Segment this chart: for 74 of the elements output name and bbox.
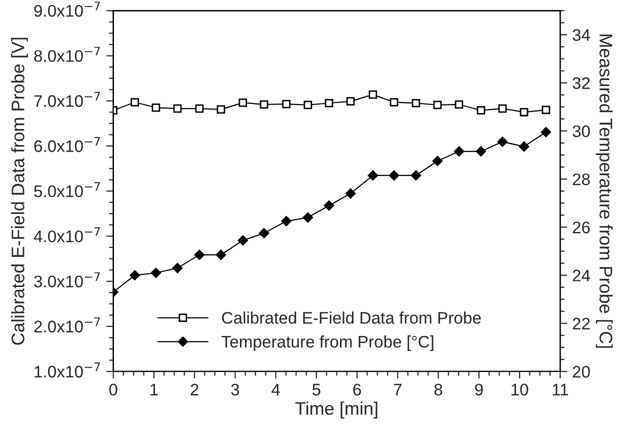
point bbox=[432, 156, 443, 166]
point bbox=[324, 200, 334, 211]
y-tick-label: 9.0x10$^{−7}$ bbox=[34, 2, 100, 17]
point bbox=[390, 98, 398, 106]
x-tick-label: 2 bbox=[190, 384, 198, 396]
y2-tick-label: 28 bbox=[572, 173, 590, 186]
y-tick-label: 6.0x10$^{−7}$ bbox=[34, 137, 100, 152]
point bbox=[173, 104, 182, 113]
point bbox=[130, 98, 139, 106]
x-tick-label: 10 bbox=[512, 384, 528, 396]
y-tick-label: 5.0x10$^{−7}$ bbox=[34, 182, 100, 198]
point bbox=[260, 100, 268, 109]
point bbox=[520, 108, 528, 116]
point bbox=[172, 262, 183, 274]
y-tick-label: 1.0x10$^{−7}$ bbox=[34, 362, 100, 378]
point bbox=[324, 98, 334, 108]
y-tick-label: 7.0x10$^{−7}$ bbox=[34, 92, 100, 107]
y-tick-label: 3.0x10$^{−7}$ bbox=[34, 272, 100, 288]
point bbox=[216, 105, 226, 114]
point bbox=[412, 98, 420, 108]
point bbox=[368, 170, 378, 181]
point bbox=[238, 98, 248, 107]
point bbox=[345, 188, 356, 199]
y2-tick-label: 22 bbox=[572, 318, 590, 330]
x-tick-label: 3 bbox=[231, 384, 240, 396]
point bbox=[346, 97, 355, 106]
x-axis-title: Time [min] bbox=[295, 402, 378, 418]
point bbox=[540, 127, 552, 138]
point bbox=[238, 235, 248, 246]
y2-tick-label: 24 bbox=[572, 270, 590, 282]
point bbox=[304, 100, 312, 110]
point bbox=[388, 170, 400, 181]
x-tick-label: 0 bbox=[109, 384, 118, 396]
point bbox=[281, 216, 292, 226]
point bbox=[216, 250, 226, 260]
point bbox=[282, 100, 291, 108]
y2-tick-label: 30 bbox=[572, 125, 590, 138]
point bbox=[476, 106, 486, 115]
x-tick-label: 11 bbox=[552, 384, 568, 396]
point bbox=[454, 146, 464, 157]
point bbox=[150, 268, 162, 278]
point bbox=[194, 250, 205, 260]
y2-axis-title: Measured Temperature from Probe [°C] bbox=[596, 34, 613, 348]
y2-tick-label: 20 bbox=[572, 366, 590, 378]
y-tick-label: 2.0x10$^{−7}$ bbox=[34, 317, 100, 332]
point bbox=[130, 270, 140, 280]
point bbox=[497, 136, 508, 147]
point bbox=[542, 106, 550, 114]
x-tick-label: 6 bbox=[353, 384, 361, 396]
y2-tick-label: 32 bbox=[572, 77, 590, 90]
point bbox=[368, 90, 378, 99]
point bbox=[498, 104, 507, 113]
point bbox=[410, 170, 422, 181]
point bbox=[518, 141, 530, 152]
x-tick-label: 7 bbox=[394, 384, 402, 396]
point bbox=[433, 100, 442, 110]
x-tick-label: 8 bbox=[434, 384, 442, 396]
point bbox=[302, 212, 314, 223]
point bbox=[454, 100, 464, 109]
legend-label: Calibrated E-Field Data from Probe bbox=[222, 312, 481, 324]
point bbox=[258, 228, 270, 238]
y-tick-label: 4.0x10$^{−7}$ bbox=[34, 227, 100, 242]
x-tick-label: 1 bbox=[150, 384, 158, 396]
point bbox=[152, 103, 160, 112]
y2-tick-label: 26 bbox=[572, 222, 590, 234]
point bbox=[195, 104, 204, 113]
y-axis-title: Calibrated E-Field Data from Probe [V] bbox=[11, 38, 28, 345]
x-tick-label: 9 bbox=[475, 384, 483, 396]
x-tick-label: 4 bbox=[272, 384, 280, 396]
legend-label: Temperature from Probe [°C] bbox=[222, 335, 434, 351]
point bbox=[476, 146, 486, 157]
y2-tick-label: 34 bbox=[572, 29, 590, 41]
y-tick-label: 8.0x10$^{−7}$ bbox=[34, 46, 100, 62]
x-tick-label: 5 bbox=[312, 384, 320, 396]
